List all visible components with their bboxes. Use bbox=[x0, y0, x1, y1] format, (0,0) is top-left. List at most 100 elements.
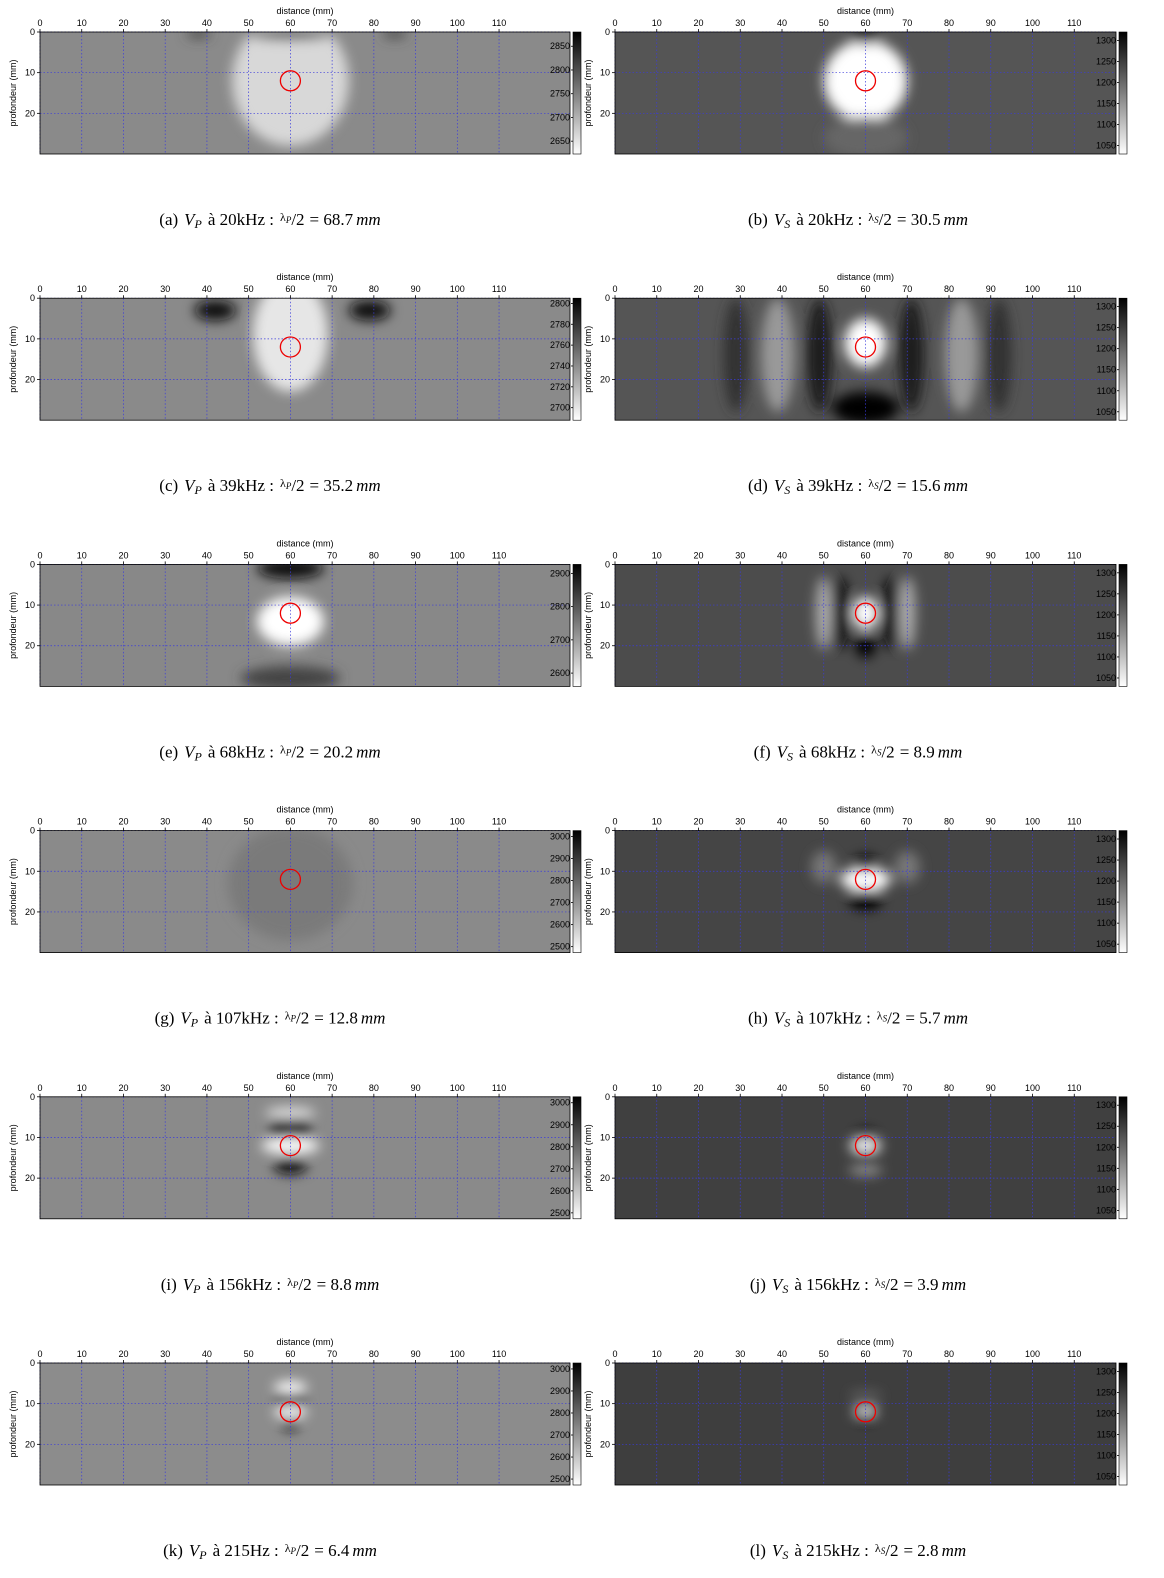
x-tick-label: 110 bbox=[1067, 18, 1081, 28]
x-tick-label: 110 bbox=[1067, 284, 1081, 294]
x-tick-label: 10 bbox=[77, 1083, 87, 1093]
caption-ratio-den: /2 bbox=[291, 476, 304, 495]
blob bbox=[273, 1157, 308, 1175]
blob bbox=[832, 391, 899, 421]
x-tick-label: 70 bbox=[902, 18, 912, 28]
plot-frame bbox=[39, 1096, 571, 1220]
plot-frame bbox=[614, 297, 1117, 421]
caption-ratio-den: /2 bbox=[885, 1275, 898, 1294]
x-tick-label: 100 bbox=[1025, 1083, 1040, 1093]
blob bbox=[944, 298, 979, 413]
x-tick-label: 30 bbox=[735, 18, 745, 28]
colorbar-tick-label: 1050 bbox=[1096, 141, 1116, 151]
caption-ratio: λ bbox=[871, 742, 877, 756]
blob bbox=[252, 298, 328, 392]
x-tick-label: 20 bbox=[118, 1083, 128, 1093]
x-tick-label: 40 bbox=[202, 18, 212, 28]
x-axis-label: distance (mm) bbox=[837, 538, 894, 548]
image-blobs bbox=[227, 830, 353, 941]
blob bbox=[811, 850, 837, 884]
x-tick-label: 0 bbox=[37, 817, 42, 827]
x-tick-label: 10 bbox=[77, 284, 87, 294]
x-tick-label: 110 bbox=[1067, 1083, 1081, 1093]
colorbar-tick-label: 2700 bbox=[550, 112, 570, 122]
caption-ratio: λ bbox=[875, 1275, 881, 1289]
x-tick-label: 80 bbox=[369, 1083, 379, 1093]
colorbar-tick-label: 2800 bbox=[550, 876, 570, 886]
caption-tag: (i) bbox=[161, 1275, 177, 1294]
colorbar-tick-label: 1250 bbox=[1096, 1387, 1116, 1397]
caption-ratio: λ bbox=[285, 1009, 291, 1023]
blob bbox=[348, 300, 391, 321]
x-tick-label: 10 bbox=[652, 18, 662, 28]
x-tick-label: 90 bbox=[986, 550, 996, 560]
colorbar bbox=[1118, 31, 1128, 155]
colorbar-tick-label: 2600 bbox=[550, 1186, 570, 1196]
x-tick-label: 30 bbox=[160, 284, 170, 294]
x-tick-label: 20 bbox=[118, 284, 128, 294]
colorbar bbox=[572, 31, 582, 155]
colorbar-tick-label: 1050 bbox=[1096, 1205, 1116, 1215]
colorbar-tick-label: 1300 bbox=[1096, 35, 1116, 45]
caption-var: V bbox=[774, 210, 787, 229]
blob bbox=[227, 830, 353, 941]
x-tick-label: 20 bbox=[693, 1349, 703, 1359]
blob bbox=[840, 867, 891, 892]
x-tick-label: 20 bbox=[693, 1083, 703, 1093]
x-tick-label: 0 bbox=[612, 550, 617, 560]
colorbar-tick-label: 2700 bbox=[550, 898, 570, 908]
y-axis-label: profondeur (mm) bbox=[8, 1390, 18, 1457]
colorbar-tick-label: 2600 bbox=[550, 1452, 570, 1462]
y-tick-label: 10 bbox=[600, 334, 610, 344]
caption-var-sub: P bbox=[194, 483, 203, 497]
blob bbox=[761, 298, 795, 413]
caption-ratio-sub: P bbox=[290, 1014, 297, 1024]
caption-unit: mm bbox=[352, 1541, 377, 1560]
plot-frame bbox=[614, 1096, 1117, 1220]
x-tick-label: 20 bbox=[693, 18, 703, 28]
caption-ratio: λ bbox=[280, 742, 286, 756]
colorbar-tick-label: 2800 bbox=[550, 1408, 570, 1418]
x-tick-label: 60 bbox=[860, 1349, 870, 1359]
y-axis-label: profondeur (mm) bbox=[583, 1390, 593, 1457]
caption-ratio-den: /2 bbox=[885, 1541, 898, 1560]
x-tick-label: 30 bbox=[735, 817, 745, 827]
x-axis-label: distance (mm) bbox=[837, 1071, 894, 1081]
inclusion-marker bbox=[279, 868, 302, 891]
x-tick-label: 90 bbox=[986, 1083, 996, 1093]
x-tick-label: 100 bbox=[1025, 18, 1040, 28]
colorbar-tick-label: 2900 bbox=[550, 568, 570, 578]
x-tick-label: 100 bbox=[450, 18, 465, 28]
colorbar-tick-label: 2800 bbox=[550, 298, 570, 308]
x-tick-label: 70 bbox=[327, 18, 337, 28]
x-tick-label: 10 bbox=[77, 18, 87, 28]
colorbar-tick-label: 2800 bbox=[550, 65, 570, 75]
caption-tag: (k) bbox=[163, 1541, 183, 1560]
caption-var-sub: P bbox=[190, 1016, 199, 1030]
x-tick-label: 50 bbox=[819, 1349, 829, 1359]
colorbar bbox=[1118, 1362, 1128, 1486]
x-tick-label: 100 bbox=[450, 284, 465, 294]
y-tick-label: 0 bbox=[30, 293, 35, 303]
y-tick-label: 20 bbox=[600, 1439, 610, 1449]
x-axis-label: distance (mm) bbox=[276, 1071, 333, 1081]
image-blobs bbox=[723, 298, 1012, 421]
y-tick-label: 10 bbox=[25, 600, 35, 610]
caption-var: V bbox=[184, 210, 197, 229]
x-tick-label: 40 bbox=[202, 817, 212, 827]
caption-ratio-sub: S bbox=[881, 1280, 886, 1290]
caption-ratio-den: /2 bbox=[291, 742, 304, 761]
x-axis-label: distance (mm) bbox=[276, 6, 333, 16]
caption-freq: à 20kHz : bbox=[796, 210, 862, 229]
colorbar bbox=[1118, 297, 1128, 421]
colorbar-tick-label: 1050 bbox=[1096, 939, 1116, 949]
image-blobs bbox=[273, 1381, 308, 1431]
x-tick-label: 60 bbox=[860, 817, 870, 827]
